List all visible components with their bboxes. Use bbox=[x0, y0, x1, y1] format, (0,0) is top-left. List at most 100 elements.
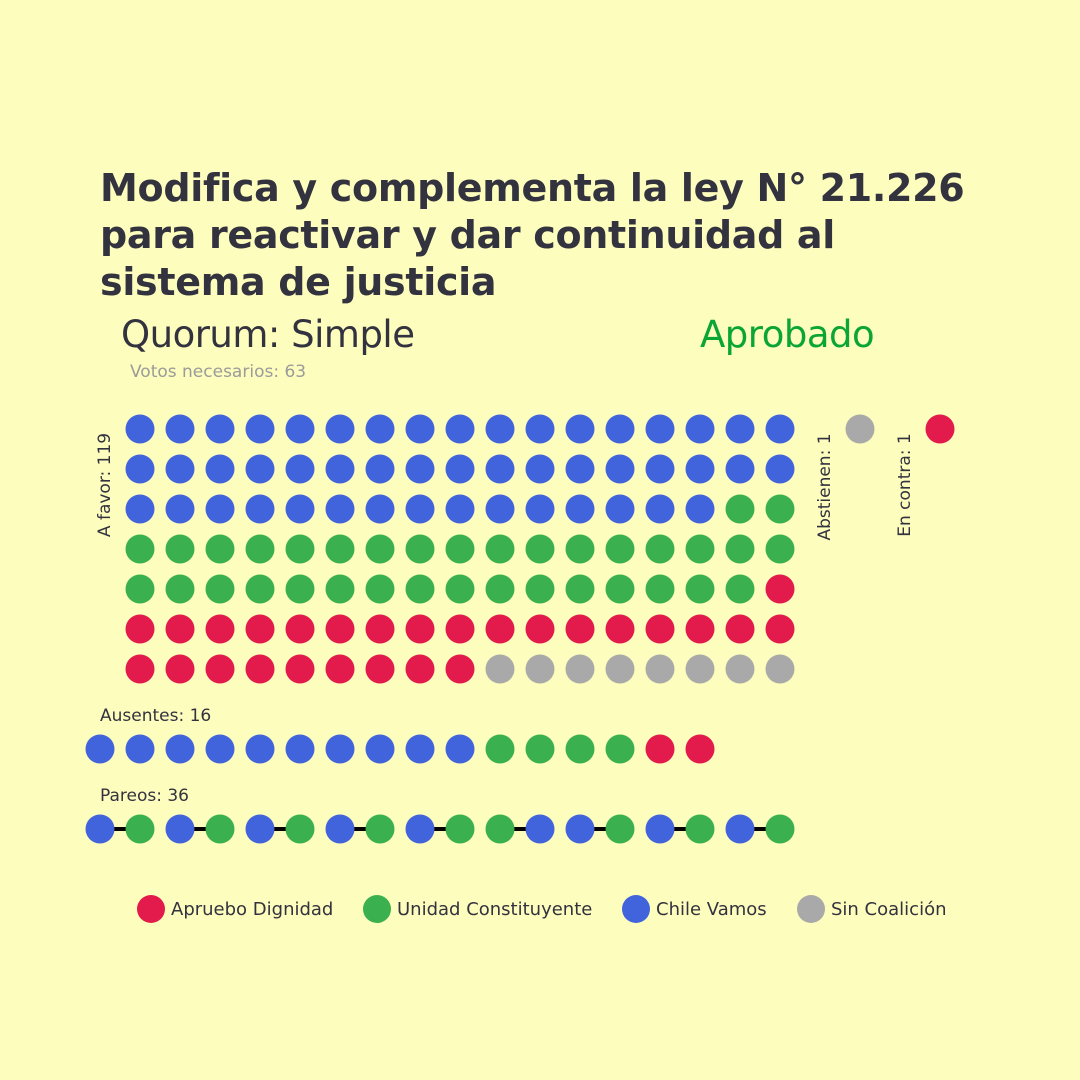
pareos-dot-unidad_constituyente bbox=[205, 814, 235, 844]
a-favor-dot-sin_coalicion bbox=[765, 654, 795, 684]
a-favor-dot-apruebo_dignidad bbox=[405, 654, 435, 684]
pareos-dot-chile_vamos bbox=[325, 814, 355, 844]
a-favor-dot-chile_vamos bbox=[445, 454, 475, 484]
a-favor-dot-chile_vamos bbox=[165, 414, 195, 444]
a-favor-dot-unidad_constituyente bbox=[165, 574, 195, 604]
a-favor-dot-apruebo_dignidad bbox=[605, 614, 635, 644]
a-favor-dot-chile_vamos bbox=[325, 494, 355, 524]
a-favor-dot-sin_coalicion bbox=[485, 654, 515, 684]
a-favor-dot-apruebo_dignidad bbox=[125, 654, 155, 684]
legend-label-unidad_constituyente: Unidad Constituyente bbox=[397, 899, 592, 920]
a-favor-dot-unidad_constituyente bbox=[285, 534, 315, 564]
a-favor-label: A favor: 119 bbox=[95, 433, 115, 537]
pareos-dot-chile_vamos bbox=[525, 814, 555, 844]
ausentes-dot-chile_vamos bbox=[205, 734, 235, 764]
a-favor-dot-unidad_constituyente bbox=[205, 574, 235, 604]
a-favor-dot-chile_vamos bbox=[365, 414, 395, 444]
a-favor-dot-chile_vamos bbox=[285, 494, 315, 524]
a-favor-dot-chile_vamos bbox=[285, 454, 315, 484]
a-favor-dot-apruebo_dignidad bbox=[365, 654, 395, 684]
a-favor-dot-chile_vamos bbox=[125, 494, 155, 524]
a-favor-dot-apruebo_dignidad bbox=[325, 614, 355, 644]
a-favor-dot-sin_coalicion bbox=[605, 654, 635, 684]
pareos-dot-chile_vamos bbox=[165, 814, 195, 844]
a-favor-dot-chile_vamos bbox=[485, 454, 515, 484]
a-favor-dot-unidad_constituyente bbox=[685, 534, 715, 564]
a-favor-dot-chile_vamos bbox=[725, 414, 755, 444]
a-favor-dot-unidad_constituyente bbox=[645, 534, 675, 564]
a-favor-dot-chile_vamos bbox=[205, 414, 235, 444]
ausentes-dot-chile_vamos bbox=[245, 734, 275, 764]
a-favor-dot-chile_vamos bbox=[285, 414, 315, 444]
a-favor-dot-chile_vamos bbox=[685, 454, 715, 484]
a-favor-dot-unidad_constituyente bbox=[405, 574, 435, 604]
ausentes-dot-apruebo_dignidad bbox=[645, 734, 675, 764]
a-favor-dot-sin_coalicion bbox=[725, 654, 755, 684]
a-favor-dot-unidad_constituyente bbox=[405, 534, 435, 564]
a-favor-dot-sin_coalicion bbox=[645, 654, 675, 684]
a-favor-dot-unidad_constituyente bbox=[245, 574, 275, 604]
a-favor-dot-apruebo_dignidad bbox=[245, 614, 275, 644]
ausentes-dot-chile_vamos bbox=[445, 734, 475, 764]
ausentes-dot-unidad_constituyente bbox=[605, 734, 635, 764]
legend-label-apruebo_dignidad: Apruebo Dignidad bbox=[171, 899, 333, 920]
a-favor-dot-unidad_constituyente bbox=[445, 574, 475, 604]
a-favor-dot-chile_vamos bbox=[605, 494, 635, 524]
ausentes-dot-unidad_constituyente bbox=[485, 734, 515, 764]
a-favor-dot-sin_coalicion bbox=[565, 654, 595, 684]
a-favor-dot-chile_vamos bbox=[205, 494, 235, 524]
a-favor-dot-chile_vamos bbox=[525, 454, 555, 484]
a-favor-dot-apruebo_dignidad bbox=[525, 614, 555, 644]
a-favor-dot-chile_vamos bbox=[125, 414, 155, 444]
a-favor-dot-apruebo_dignidad bbox=[445, 614, 475, 644]
a-favor-dot-chile_vamos bbox=[565, 454, 595, 484]
pareos-dot-chile_vamos bbox=[405, 814, 435, 844]
a-favor-dot-unidad_constituyente bbox=[605, 574, 635, 604]
a-favor-dot-unidad_constituyente bbox=[725, 494, 755, 524]
a-favor-dot-unidad_constituyente bbox=[365, 574, 395, 604]
pareos-dot-chile_vamos bbox=[565, 814, 595, 844]
a-favor-dot-chile_vamos bbox=[325, 414, 355, 444]
ausentes-dot-chile_vamos bbox=[285, 734, 315, 764]
a-favor-dot-unidad_constituyente bbox=[565, 534, 595, 564]
a-favor-dot-chile_vamos bbox=[525, 494, 555, 524]
a-favor-dot-chile_vamos bbox=[365, 454, 395, 484]
pareos-dot-chile_vamos bbox=[245, 814, 275, 844]
legend-swatch-unidad_constituyente bbox=[363, 895, 391, 923]
a-favor-dot-apruebo_dignidad bbox=[405, 614, 435, 644]
a-favor-dot-chile_vamos bbox=[645, 414, 675, 444]
ausentes-dot-unidad_constituyente bbox=[565, 734, 595, 764]
ausentes-dot-apruebo_dignidad bbox=[685, 734, 715, 764]
chart-title: Modifica y complementa la ley N° 21.226 … bbox=[100, 166, 965, 304]
legend-swatch-sin_coalicion bbox=[797, 895, 825, 923]
ausentes-dot-chile_vamos bbox=[165, 734, 195, 764]
en-contra-dot-apruebo_dignidad bbox=[925, 414, 955, 444]
a-favor-dot-apruebo_dignidad bbox=[245, 654, 275, 684]
a-favor-dot-chile_vamos bbox=[485, 414, 515, 444]
pareos-dot-unidad_constituyente bbox=[125, 814, 155, 844]
a-favor-dot-unidad_constituyente bbox=[725, 534, 755, 564]
pareos-dot-unidad_constituyente bbox=[485, 814, 515, 844]
a-favor-dot-chile_vamos bbox=[245, 414, 275, 444]
a-favor-dot-apruebo_dignidad bbox=[685, 614, 715, 644]
a-favor-dot-apruebo_dignidad bbox=[765, 574, 795, 604]
pareos-dot-unidad_constituyente bbox=[605, 814, 635, 844]
a-favor-dot-apruebo_dignidad bbox=[125, 614, 155, 644]
a-favor-dot-chile_vamos bbox=[685, 414, 715, 444]
a-favor-dot-chile_vamos bbox=[125, 454, 155, 484]
a-favor-dot-chile_vamos bbox=[605, 454, 635, 484]
a-favor-dot-chile_vamos bbox=[325, 454, 355, 484]
a-favor-dot-chile_vamos bbox=[245, 494, 275, 524]
a-favor-dot-sin_coalicion bbox=[685, 654, 715, 684]
legend: Apruebo Dignidad Unidad Constituyente Chil… bbox=[137, 895, 947, 923]
vote-dots bbox=[85, 414, 955, 844]
a-favor-dot-apruebo_dignidad bbox=[485, 614, 515, 644]
a-favor-dot-unidad_constituyente bbox=[285, 574, 315, 604]
a-favor-dot-sin_coalicion bbox=[525, 654, 555, 684]
a-favor-dot-chile_vamos bbox=[445, 494, 475, 524]
a-favor-dot-chile_vamos bbox=[205, 454, 235, 484]
a-favor-dot-chile_vamos bbox=[405, 454, 435, 484]
a-favor-dot-apruebo_dignidad bbox=[165, 614, 195, 644]
a-favor-dot-chile_vamos bbox=[365, 494, 395, 524]
